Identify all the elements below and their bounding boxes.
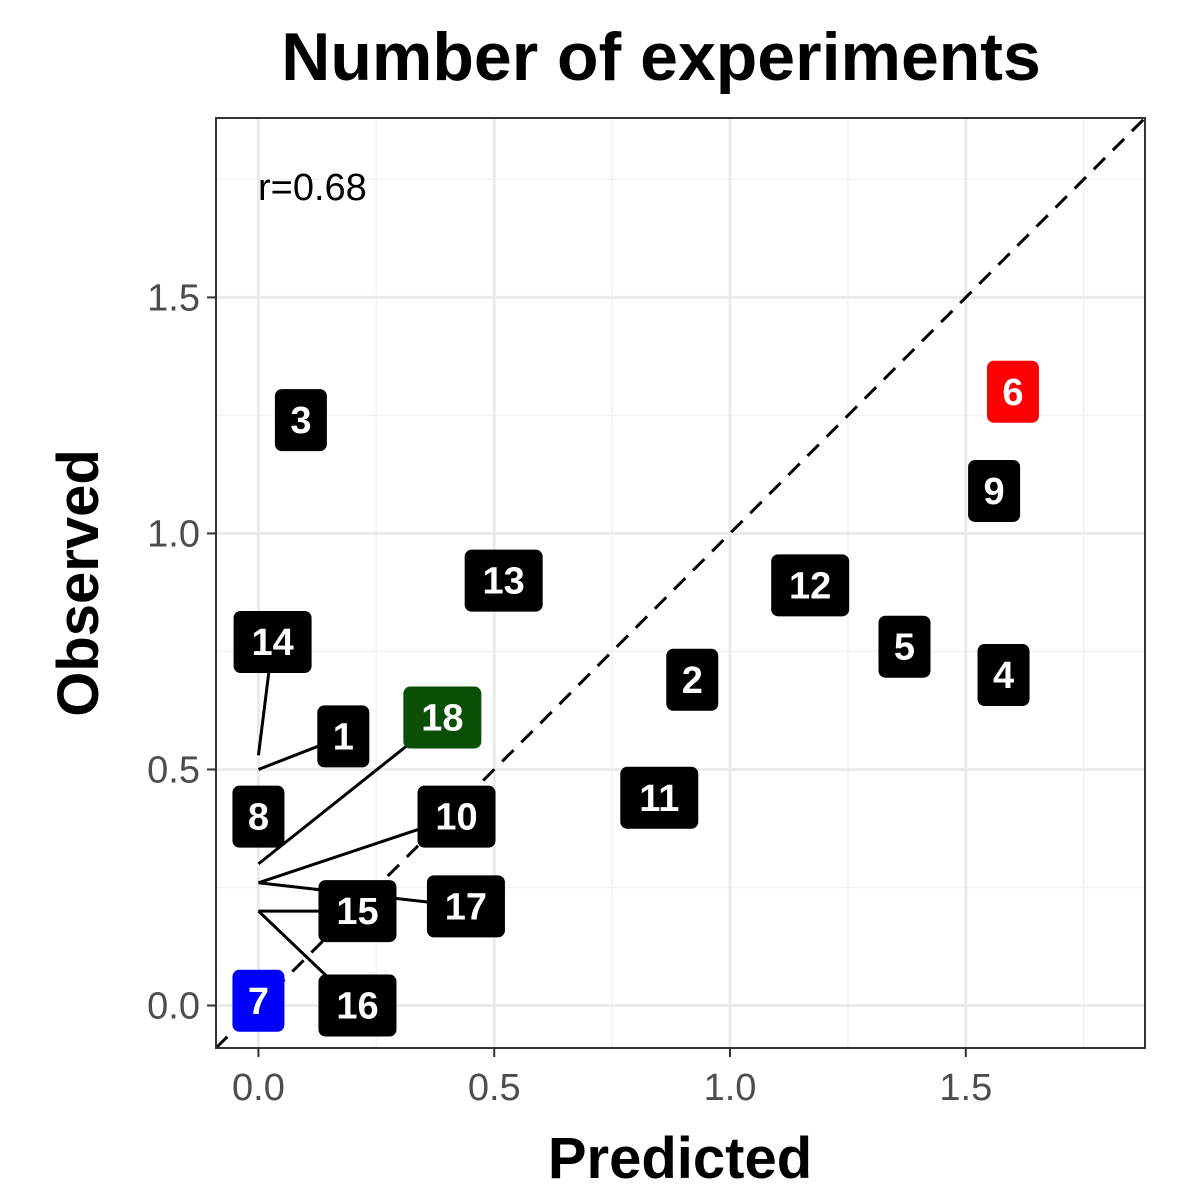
- point-label-5: 5: [878, 615, 931, 678]
- y-tick-label: 1.5: [147, 277, 200, 319]
- x-axis-title: Predicted: [548, 1126, 812, 1191]
- point-label-2: 2: [666, 648, 719, 711]
- label-text: 11: [639, 778, 679, 820]
- label-box: [426, 875, 505, 938]
- label-text: 6: [1002, 372, 1023, 414]
- label-box: [403, 686, 482, 749]
- x-axis-ticks: 0.0 0.5 1.0 1.5: [232, 1048, 992, 1109]
- label-text: 15: [336, 891, 378, 933]
- x-tick-label: 1.5: [939, 1067, 992, 1109]
- label-text: 18: [421, 698, 463, 740]
- point-label-4: 4: [977, 644, 1030, 707]
- label-text: 5: [894, 627, 915, 669]
- label-box: [317, 705, 370, 768]
- label-box: [233, 611, 312, 674]
- label-box: [620, 766, 699, 829]
- point-label-1: 1: [317, 705, 370, 768]
- x-tick-label: 1.0: [704, 1067, 757, 1109]
- point-label-11: 11: [620, 766, 699, 829]
- label-text: 14: [251, 622, 293, 664]
- label-text: 10: [435, 797, 477, 839]
- y-tick-label: 1.0: [147, 513, 200, 555]
- label-box: [968, 459, 1021, 522]
- y-tick-label: 0.0: [147, 986, 200, 1028]
- label-text: 16: [336, 986, 378, 1028]
- label-text: 3: [290, 400, 311, 442]
- point-label-8: 8: [232, 785, 285, 848]
- point-label-18: 18: [403, 686, 482, 749]
- point-label-10: 10: [417, 785, 496, 848]
- label-box: [464, 549, 543, 612]
- label-text: 4: [993, 655, 1014, 697]
- point-label-7: 7: [232, 969, 285, 1032]
- point-label-15: 15: [318, 880, 397, 943]
- label-box: [274, 389, 327, 452]
- y-tick-label: 0.5: [147, 749, 200, 791]
- point-label-17: 17: [426, 875, 505, 938]
- label-box: [318, 974, 397, 1037]
- point-label-9: 9: [968, 459, 1021, 522]
- y-axis-title: Observed: [46, 449, 111, 717]
- point-label-16: 16: [318, 974, 397, 1037]
- point-label-12: 12: [771, 554, 850, 617]
- label-box: [232, 785, 285, 848]
- label-text: 12: [789, 565, 831, 607]
- point-label-13: 13: [464, 549, 543, 612]
- label-text: 2: [682, 660, 703, 702]
- label-box: [232, 969, 285, 1032]
- point-label-6: 6: [986, 360, 1039, 423]
- plot-border: [215, 117, 1146, 1049]
- correlation-annotation: r=0.68: [258, 167, 367, 209]
- label-box: [318, 880, 397, 943]
- x-tick-label: 0.0: [232, 1067, 285, 1109]
- point-label-3: 3: [274, 389, 327, 452]
- label-box: [977, 644, 1030, 707]
- point-label-14: 14: [233, 611, 312, 674]
- y-axis-ticks: 0.0 0.5 1.0 1.5: [147, 277, 216, 1028]
- label-box: [986, 360, 1039, 423]
- label-text: 7: [248, 981, 269, 1023]
- label-box: [417, 785, 496, 848]
- label-text: 17: [445, 886, 487, 928]
- label-box: [878, 615, 931, 678]
- label-box: [666, 648, 719, 711]
- label-box: [771, 554, 850, 617]
- x-tick-label: 0.5: [468, 1067, 521, 1109]
- label-text: 8: [248, 797, 269, 839]
- label-text: 9: [984, 471, 1005, 513]
- chart-title: Number of experiments: [281, 19, 1041, 95]
- label-text: 13: [483, 561, 525, 603]
- label-text: 1: [333, 716, 354, 758]
